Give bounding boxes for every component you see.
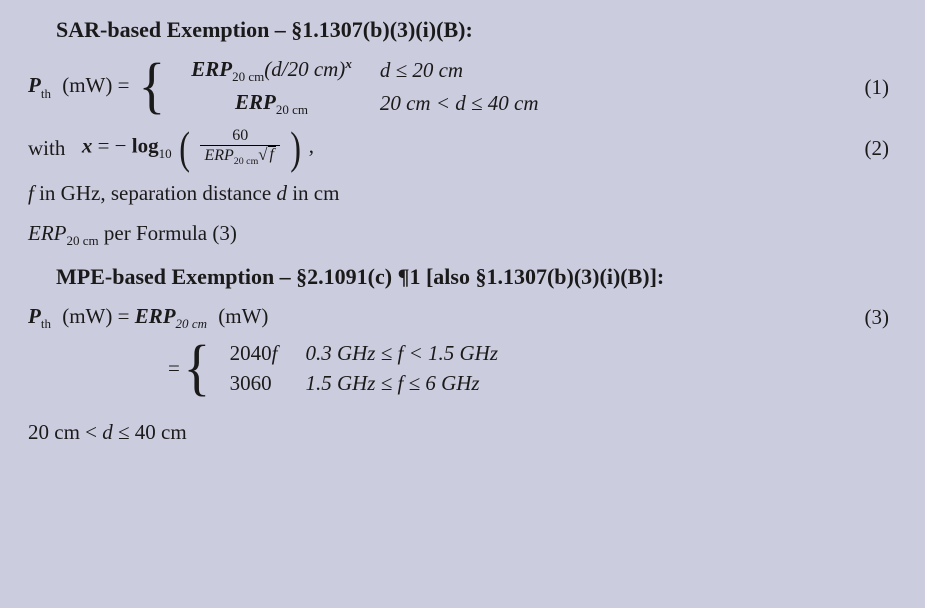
left-brace-icon: { [139, 62, 166, 112]
eq1-lhs-sym: P [28, 73, 41, 97]
eq3-case1-cond: 0.3 GHz ≤ f < 1.5 GHz [291, 338, 512, 368]
eq1-number: (1) [865, 72, 898, 102]
eq2-fraction: 60 ERP20 cm√f [200, 128, 280, 168]
eq1-case1-expr: ERP20 cm(d/20 cm)x [177, 54, 366, 87]
eq1-case2-cond: 20 cm < d ≤ 40 cm [366, 87, 553, 120]
note-distance-range: 20 cm < d ≤ 40 cm [28, 417, 897, 447]
mpe-heading: MPE-based Exemption – §2.1091(c) ¶1 [als… [28, 261, 897, 293]
eq1-lhs-unit: (mW) [62, 73, 112, 97]
equation-3-cases: = { 2040f 0.3 GHz ≤ f < 1.5 GHz 3060 1.5… [168, 338, 897, 399]
equation-3: Pth (mW) = ERP20 cm (mW) (3) [28, 301, 897, 334]
eq1-lhs: Pth (mW) = [28, 70, 129, 103]
eq2-prefix: with [28, 133, 76, 163]
note-units: f in GHz, separation distance d in cm [28, 178, 897, 208]
eq1-c2-erp: ERP [235, 90, 276, 114]
sar-heading: SAR-based Exemption – §1.1307(b)(3)(i)(B… [28, 14, 897, 46]
eq3-case2-expr: 3060 [216, 368, 292, 398]
equation-1: Pth (mW) = { ERP20 cm(d/20 cm)x d ≤ 20 c… [28, 54, 897, 120]
eq1-c2-erp-sub: 20 cm [276, 102, 308, 117]
left-brace-icon: { [183, 344, 210, 394]
eq3-case1-expr: 2040f [216, 338, 292, 368]
eq1-lhs-sub: th [41, 86, 51, 101]
eq2-log-sub: 10 [159, 146, 172, 161]
eq2-trail: , [309, 134, 314, 158]
eq2-number: (2) [865, 133, 898, 163]
eq2-body: x = − log10 ( 60 ERP20 cm√f ) , [82, 128, 314, 168]
eq3-cases-table: 2040f 0.3 GHz ≤ f < 1.5 GHz 3060 1.5 GHz… [216, 338, 512, 399]
eq1-c1-erp: ERP [191, 57, 232, 81]
eq1-cases: ERP20 cm(d/20 cm)x d ≤ 20 cm ERP20 cm 20… [177, 54, 552, 120]
eq1-case2-expr: ERP20 cm [177, 87, 366, 120]
eq3-number: (3) [865, 302, 898, 332]
eq2-frac-num: 60 [228, 128, 252, 145]
eq1-case1-cond: d ≤ 20 cm [366, 54, 553, 87]
eq1-c1-exp: x [345, 56, 352, 71]
eq1-c1-erp-sub: 20 cm [232, 69, 264, 84]
eq2-frac-den: ERP20 cm√f [200, 145, 280, 168]
eq3-case2-cond: 1.5 GHz ≤ f ≤ 6 GHz [291, 368, 512, 398]
note-erp-formula: ERP20 cm per Formula (3) [28, 218, 897, 251]
eq3-lhs: Pth (mW) = ERP20 cm (mW) [28, 301, 268, 334]
equation-2: with x = − log10 ( 60 ERP20 cm√f ) , (2) [28, 128, 897, 168]
